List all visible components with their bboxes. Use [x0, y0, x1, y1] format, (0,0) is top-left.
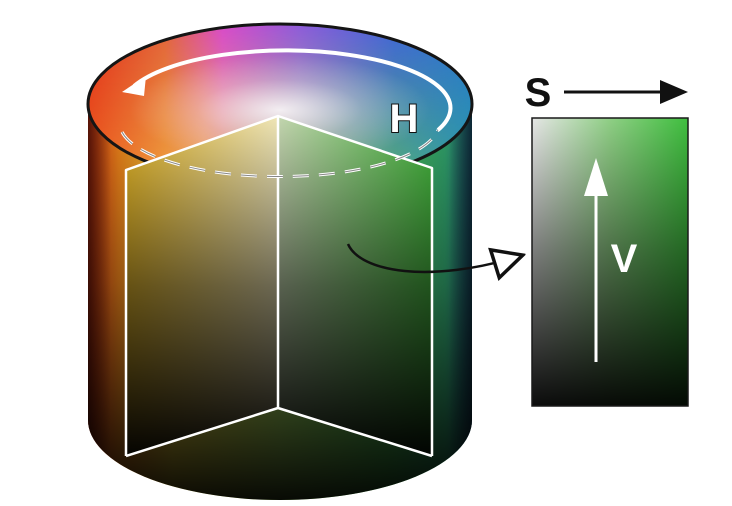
hue-arrowhead — [122, 76, 146, 96]
wedge-outline — [124, 114, 434, 458]
extract-arrow — [346, 243, 520, 272]
sv-slice — [531, 117, 689, 407]
value-arrow — [584, 158, 608, 362]
value-label: V — [611, 237, 638, 281]
hue-label: H — [390, 97, 419, 141]
saturation-arrow — [564, 80, 688, 104]
wedge-left-face — [126, 116, 278, 456]
hue-arrow — [120, 48, 453, 179]
saturation-label: S — [525, 71, 552, 115]
wedge-right-face — [278, 116, 432, 456]
